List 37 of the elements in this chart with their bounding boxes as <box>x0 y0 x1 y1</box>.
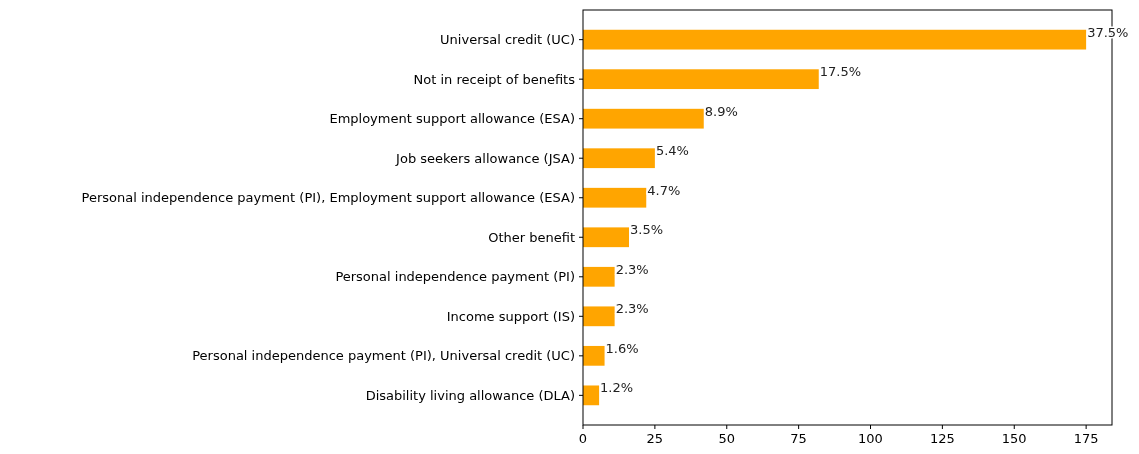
x-tick-label: 25 <box>646 431 664 446</box>
annotation: 17.5% <box>819 64 862 80</box>
bar <box>583 148 655 169</box>
x-tick-label: 0 <box>578 431 588 446</box>
bar <box>583 385 600 406</box>
y-tick-label: Other benefit <box>488 229 575 245</box>
x-tick-label: 100 <box>858 431 883 446</box>
x-tick-label: 175 <box>1073 431 1099 446</box>
y-tick-label: Income support (IS) <box>446 308 575 324</box>
annotation: 1.2% <box>600 380 634 396</box>
y-tick-label: Job seekers allowance (JSA) <box>395 150 575 166</box>
annotation: 1.6% <box>605 340 639 356</box>
bar <box>583 306 615 327</box>
y-tick-label: Disability living allowance (DLA) <box>365 387 575 403</box>
x-tick-label: 75 <box>790 431 807 446</box>
annotation: 4.7% <box>647 182 681 198</box>
x-tick-label: 125 <box>929 431 955 446</box>
bar <box>583 29 1087 50</box>
bar <box>583 187 647 208</box>
y-tick-label: Universal credit (UC) <box>440 32 575 48</box>
annotation: 2.3% <box>615 301 649 317</box>
bar <box>583 227 629 248</box>
y-tick-label: Personal independence payment (PI), Universal credit (UC) <box>192 348 575 364</box>
bar <box>583 69 819 90</box>
y-tick-label: Not in receipt of benefits <box>413 71 576 87</box>
annotation: 8.9% <box>704 103 738 119</box>
annotation: 3.5% <box>630 222 664 238</box>
y-tick-label: Employment support allowance (ESA) <box>329 111 575 127</box>
x-tick-label: 150 <box>1001 431 1027 446</box>
bar <box>583 345 605 366</box>
bar <box>583 108 704 129</box>
y-tick-label: Personal independence payment (PI), Employment support allowance (ESA) <box>81 190 575 206</box>
annotation: 5.4% <box>655 143 689 159</box>
bar <box>583 266 615 287</box>
x-tick-label: 50 <box>718 431 736 446</box>
annotation: 2.3% <box>615 261 649 277</box>
y-tick-label: Personal independence payment (PI) <box>335 269 575 285</box>
